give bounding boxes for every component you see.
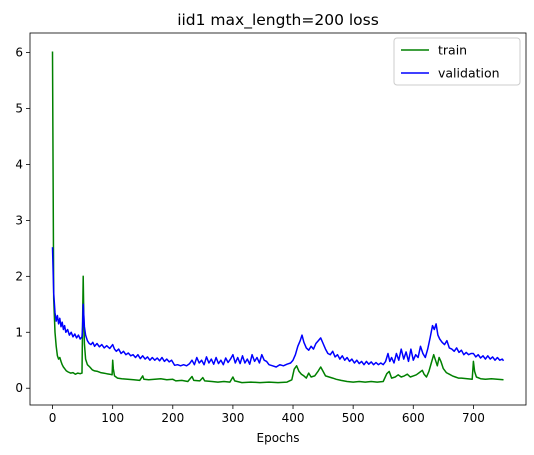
chart-title: iid1 max_length=200 loss — [177, 11, 379, 30]
x-tick-label: 500 — [342, 411, 365, 425]
x-tick-label: 400 — [282, 411, 305, 425]
y-tick-label: 2 — [15, 269, 23, 283]
series-line-validation — [51, 247, 505, 368]
x-tick-label: 600 — [402, 411, 425, 425]
y-tick-label: 3 — [15, 213, 23, 227]
x-tick-label: 0 — [49, 411, 57, 425]
y-tick-label: 4 — [15, 157, 23, 171]
x-axis-label: Epochs — [257, 431, 300, 445]
plot-area: 0 100 200 300 400 500 600 700 0 1 2 3 4 5 6 train valida… — [15, 32, 527, 425]
legend-label-train: train — [438, 43, 467, 58]
y-tick-label: 5 — [15, 102, 23, 116]
plot-frame — [29, 32, 527, 406]
y-tick-label: 1 — [15, 325, 23, 339]
x-tick-label: 100 — [101, 411, 124, 425]
y-tick-label: 0 — [15, 381, 23, 395]
series-line-train — [51, 51, 504, 384]
x-tick-label: 200 — [161, 411, 184, 425]
y-tick-label: 6 — [15, 46, 23, 60]
legend-label-validation: validation — [438, 66, 500, 81]
x-tick-label: 700 — [462, 411, 485, 425]
x-tick-label: 300 — [221, 411, 244, 425]
